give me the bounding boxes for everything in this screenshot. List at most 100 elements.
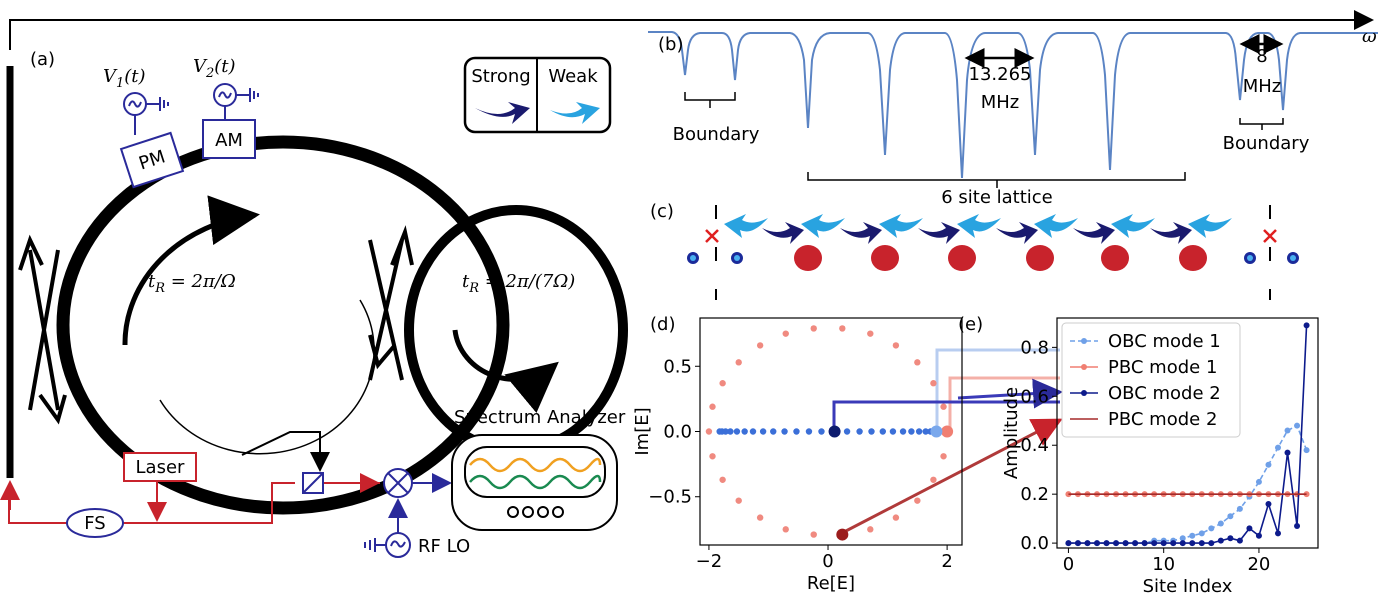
- point: [709, 453, 716, 460]
- voltage-label: V2(t): [193, 56, 236, 81]
- x-tick-label: 2: [941, 551, 952, 572]
- point: [868, 428, 875, 435]
- point: [836, 528, 849, 541]
- point: [1274, 444, 1281, 451]
- point: [914, 359, 921, 366]
- point: [1170, 540, 1177, 547]
- point: [810, 531, 817, 538]
- point: [1074, 540, 1081, 547]
- point: [1217, 520, 1224, 527]
- ring-period: tR = 2π/(7Ω): [462, 271, 575, 296]
- point: [1265, 461, 1272, 468]
- circulation-arc: [159, 299, 375, 455]
- point: [1274, 530, 1281, 537]
- point: [940, 403, 947, 410]
- point: [1160, 540, 1167, 547]
- legend-label: OBC mode 2: [1108, 383, 1221, 404]
- point: [843, 428, 851, 435]
- panel-label: (a): [30, 49, 55, 70]
- circulation-arrow: [122, 195, 260, 346]
- pm-box: [119, 131, 185, 189]
- point: [735, 359, 742, 366]
- point: [749, 428, 757, 435]
- fs-label: FS: [84, 513, 105, 534]
- legend-marker: [1081, 338, 1087, 344]
- point: [930, 380, 937, 387]
- y-axis-label: Im[E]: [632, 407, 653, 455]
- transmission-trace: [648, 31, 1378, 179]
- am-label: AM: [215, 130, 243, 151]
- point: [735, 497, 742, 504]
- small-circulation-arrow: [452, 329, 559, 413]
- point: [1189, 540, 1196, 547]
- point: [941, 425, 954, 438]
- y-tick-label: 0.5: [663, 356, 692, 377]
- point: [915, 428, 923, 435]
- point: [782, 330, 789, 337]
- point: [756, 342, 764, 349]
- y-tick-label: 0.4: [1020, 435, 1049, 456]
- rf-lo-label: RF LO: [418, 536, 470, 557]
- point: [781, 428, 788, 435]
- laser-box: [123, 452, 197, 482]
- chart: (d) −2 0 2 −0.5 0.0 0.5 Re[E] Im[E]: [632, 314, 963, 594]
- point: [1132, 540, 1139, 547]
- point: [930, 476, 937, 483]
- spacing-value: 8: [1256, 46, 1267, 67]
- x-tick-label: −2: [696, 551, 723, 572]
- laser-label: Laser: [136, 457, 186, 478]
- large-ring: [56, 135, 510, 515]
- y-tick-label: 0.8: [1020, 337, 1049, 358]
- x-tick-label: 10: [1152, 554, 1175, 575]
- y-axis-label: Amplitude: [1001, 387, 1022, 479]
- point: [1179, 535, 1186, 542]
- legend-marker: [1081, 364, 1087, 370]
- point: [709, 403, 716, 410]
- y-tick-label: 0.6: [1020, 386, 1049, 407]
- point: [1236, 537, 1243, 544]
- point: [1198, 530, 1205, 537]
- legend-label: OBC mode 1: [1108, 331, 1221, 352]
- legend-marker: [1081, 390, 1087, 396]
- symbol: V: [103, 66, 118, 87]
- point: [719, 476, 726, 483]
- series-line: [1068, 424, 1308, 544]
- point: [892, 342, 900, 349]
- drop-port: [241, 431, 330, 472]
- point: [716, 428, 723, 435]
- point: [1084, 540, 1091, 547]
- point: [940, 453, 947, 460]
- x-tick-label: 0: [1063, 554, 1074, 575]
- point: [1236, 505, 1243, 512]
- point: [930, 425, 943, 438]
- x-tick-label: 20: [1247, 554, 1270, 575]
- point: [756, 514, 764, 521]
- point: [856, 428, 863, 435]
- x-axis-label: Site Index: [1143, 576, 1233, 597]
- legend-box: [1061, 322, 1241, 438]
- point: [733, 428, 741, 435]
- point: [1284, 427, 1291, 434]
- am-box: [202, 119, 256, 159]
- strong-arrow: [475, 102, 530, 124]
- point: [1217, 537, 1224, 544]
- boundary-label: Boundary: [1223, 133, 1310, 154]
- subscript: 1: [116, 76, 124, 91]
- point: [1255, 478, 1262, 485]
- panel-label: (b): [658, 34, 683, 55]
- axis-label: ω: [1362, 26, 1377, 47]
- chart: (e) 0 10 20 0.0 0.2 0.4 0.6 0.8 Site Index Amplitu…: [958, 314, 1319, 597]
- plot-frame: [1056, 317, 1319, 549]
- coupler-middle: [368, 225, 414, 381]
- voltage-label: V1(t): [103, 66, 146, 91]
- point: [1294, 522, 1301, 529]
- fs-box: [66, 508, 124, 538]
- point: [1265, 500, 1272, 507]
- point: [899, 428, 907, 435]
- boundary-label: Boundary: [673, 124, 760, 145]
- point: [867, 526, 874, 533]
- point: [1208, 525, 1215, 532]
- point: [879, 428, 887, 435]
- point: [828, 425, 841, 438]
